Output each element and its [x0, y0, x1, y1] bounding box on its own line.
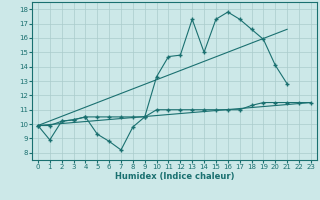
- X-axis label: Humidex (Indice chaleur): Humidex (Indice chaleur): [115, 172, 234, 181]
